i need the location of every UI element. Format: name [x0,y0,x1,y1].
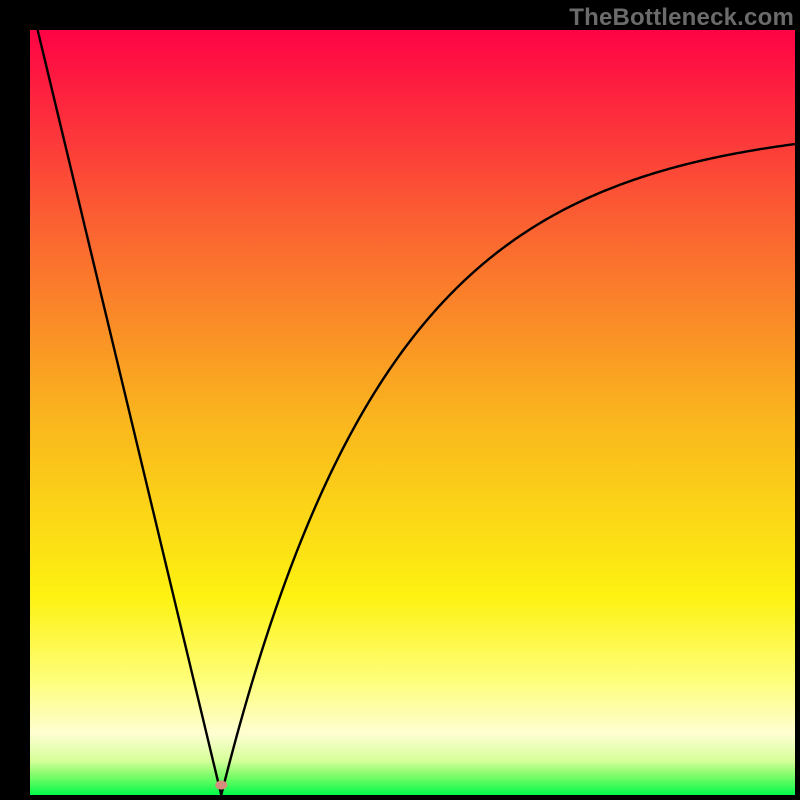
chart-frame: TheBottleneck.com [0,0,800,800]
watermark-label: TheBottleneck.com [569,4,794,32]
gradient-background [30,30,795,795]
optimum-marker [215,781,227,790]
plot-area [30,30,795,795]
bottleneck-chart [30,30,795,795]
